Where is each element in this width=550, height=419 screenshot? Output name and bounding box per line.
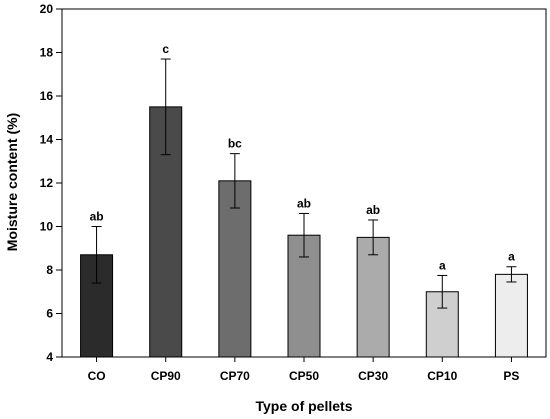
bar-cp70: [218, 180, 252, 358]
x-tick-label: PS: [503, 369, 519, 383]
y-tick-label: 4: [46, 350, 53, 364]
y-tick-label: 10: [40, 220, 54, 234]
x-tick-label: CP10: [427, 369, 457, 383]
y-axis-title: Moisture content (%): [4, 113, 20, 251]
x-axis-title: Type of pellets: [256, 398, 353, 414]
y-tick-label: 16: [40, 89, 54, 103]
y-tick-label: 8: [46, 263, 53, 277]
plot-area: 4 6 8 10 12 14 16 18 20 ab CO c CP90 bc CP70 ab CP50 ab CP…: [40, 2, 547, 383]
significance-label: c: [162, 42, 169, 56]
significance-label: ab: [297, 196, 311, 210]
y-tick-label: 12: [40, 176, 54, 190]
significance-label: ab: [90, 210, 104, 224]
x-tick-label: CP50: [289, 369, 319, 383]
y-tick-label: 18: [40, 46, 54, 60]
bar-cp30: [356, 236, 390, 358]
x-tick-label: CO: [88, 369, 106, 383]
x-tick-label: CP30: [358, 369, 388, 383]
bar-ps: [494, 273, 528, 358]
x-tick-label: CP90: [151, 369, 181, 383]
x-tick-label: CP70: [220, 369, 250, 383]
y-tick-label: 14: [40, 133, 54, 147]
y-tick-label: 20: [40, 2, 54, 16]
y-tick-label: 6: [46, 307, 53, 321]
significance-label: a: [439, 258, 446, 272]
significance-label: bc: [228, 137, 242, 151]
significance-label: a: [508, 250, 515, 264]
significance-label: ab: [366, 203, 380, 217]
